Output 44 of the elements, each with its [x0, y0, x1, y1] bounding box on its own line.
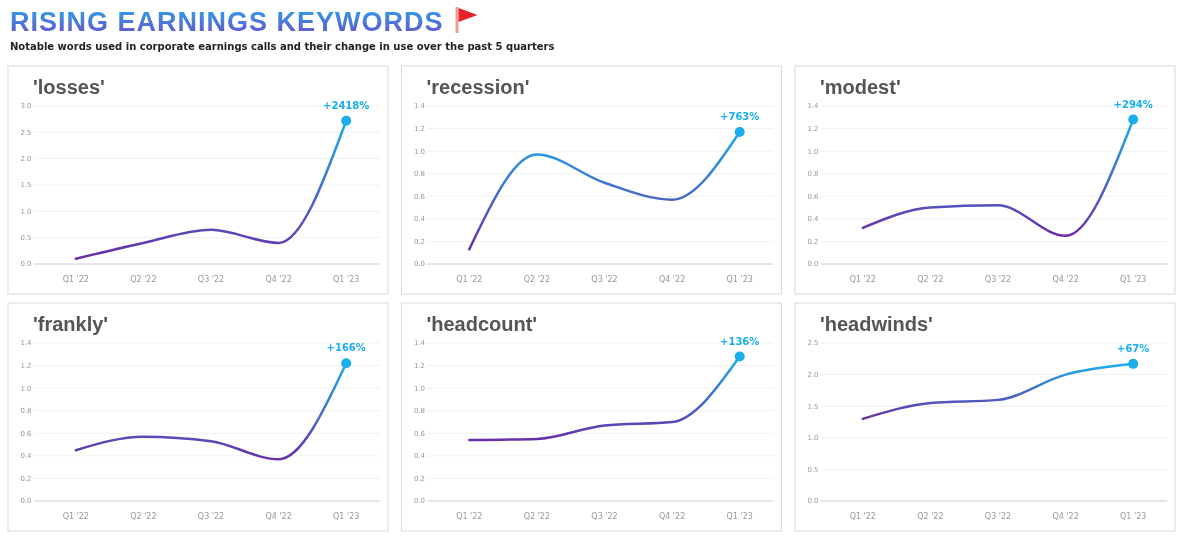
annotation: +294% — [1113, 98, 1153, 110]
x-tick-label: Q4 '22 — [658, 512, 686, 521]
x-tick-label: Q3 '22 — [984, 275, 1012, 284]
chart-title: 'recession' — [426, 76, 530, 98]
chart-title: 'headwinds' — [820, 313, 933, 335]
text: RISING EARNINGS KEYWORDS — [10, 7, 444, 37]
annotation: +67% — [1117, 342, 1150, 354]
x-tick-label: Q1 '22 — [456, 275, 483, 284]
x-tick-label: Q4 '22 — [1052, 275, 1079, 284]
x-tick-label: Q1 '22 — [62, 512, 89, 521]
annotation: +2418% — [323, 99, 370, 111]
chart-title: 'losses' — [33, 76, 105, 98]
x-tick-label: Q1 '23 — [333, 512, 360, 521]
x-tick-label: Q3 '22 — [984, 512, 1012, 521]
x-tick-label: Q2 '22 — [523, 512, 551, 521]
x-tick-label: Q3 '22 — [197, 512, 225, 521]
x-tick-label: Q4 '22 — [658, 275, 686, 284]
x-tick-label: Q1 '23 — [726, 512, 753, 521]
x-tick-label: Q1 '23 — [1120, 275, 1147, 284]
x-tick-label: Q1 '22 — [849, 275, 876, 284]
x-tick-label: Q1 '23 — [333, 275, 360, 284]
annotation: +763% — [720, 110, 760, 122]
x-tick-label: Q1 '22 — [62, 275, 89, 284]
x-tick-label: Q4 '22 — [1052, 512, 1079, 521]
x-tick-label: Q3 '22 — [591, 512, 618, 521]
x-tick-label: Q3 '22 — [197, 275, 225, 284]
chart-title: 'modest' — [820, 76, 901, 98]
x-tick-label: Q4 '22 — [265, 512, 292, 521]
x-tick-label: Q1 '23 — [726, 275, 753, 284]
annotation: +166% — [326, 342, 366, 354]
x-tick-label: Q1 '22 — [456, 512, 483, 521]
chart-title: 'frankly' — [33, 313, 109, 335]
x-tick-label: Q1 '22 — [849, 512, 876, 521]
text: Notable words used in corporate earnings calls and their change in use over the past 5 quarters — [10, 41, 555, 52]
x-tick-label: Q2 '22 — [523, 275, 551, 284]
x-tick-label: Q2 '22 — [130, 512, 157, 521]
x-tick-label: Q3 '22 — [591, 275, 618, 284]
x-tick-label: Q1 '23 — [1120, 512, 1147, 521]
annotation: +136% — [720, 335, 760, 347]
x-tick-label: Q2 '22 — [917, 275, 944, 284]
x-tick-label: Q2 '22 — [917, 512, 944, 521]
x-tick-label: Q4 '22 — [265, 275, 292, 284]
x-tick-label: Q2 '22 — [130, 275, 157, 284]
chart-title: 'headcount' — [426, 313, 538, 335]
